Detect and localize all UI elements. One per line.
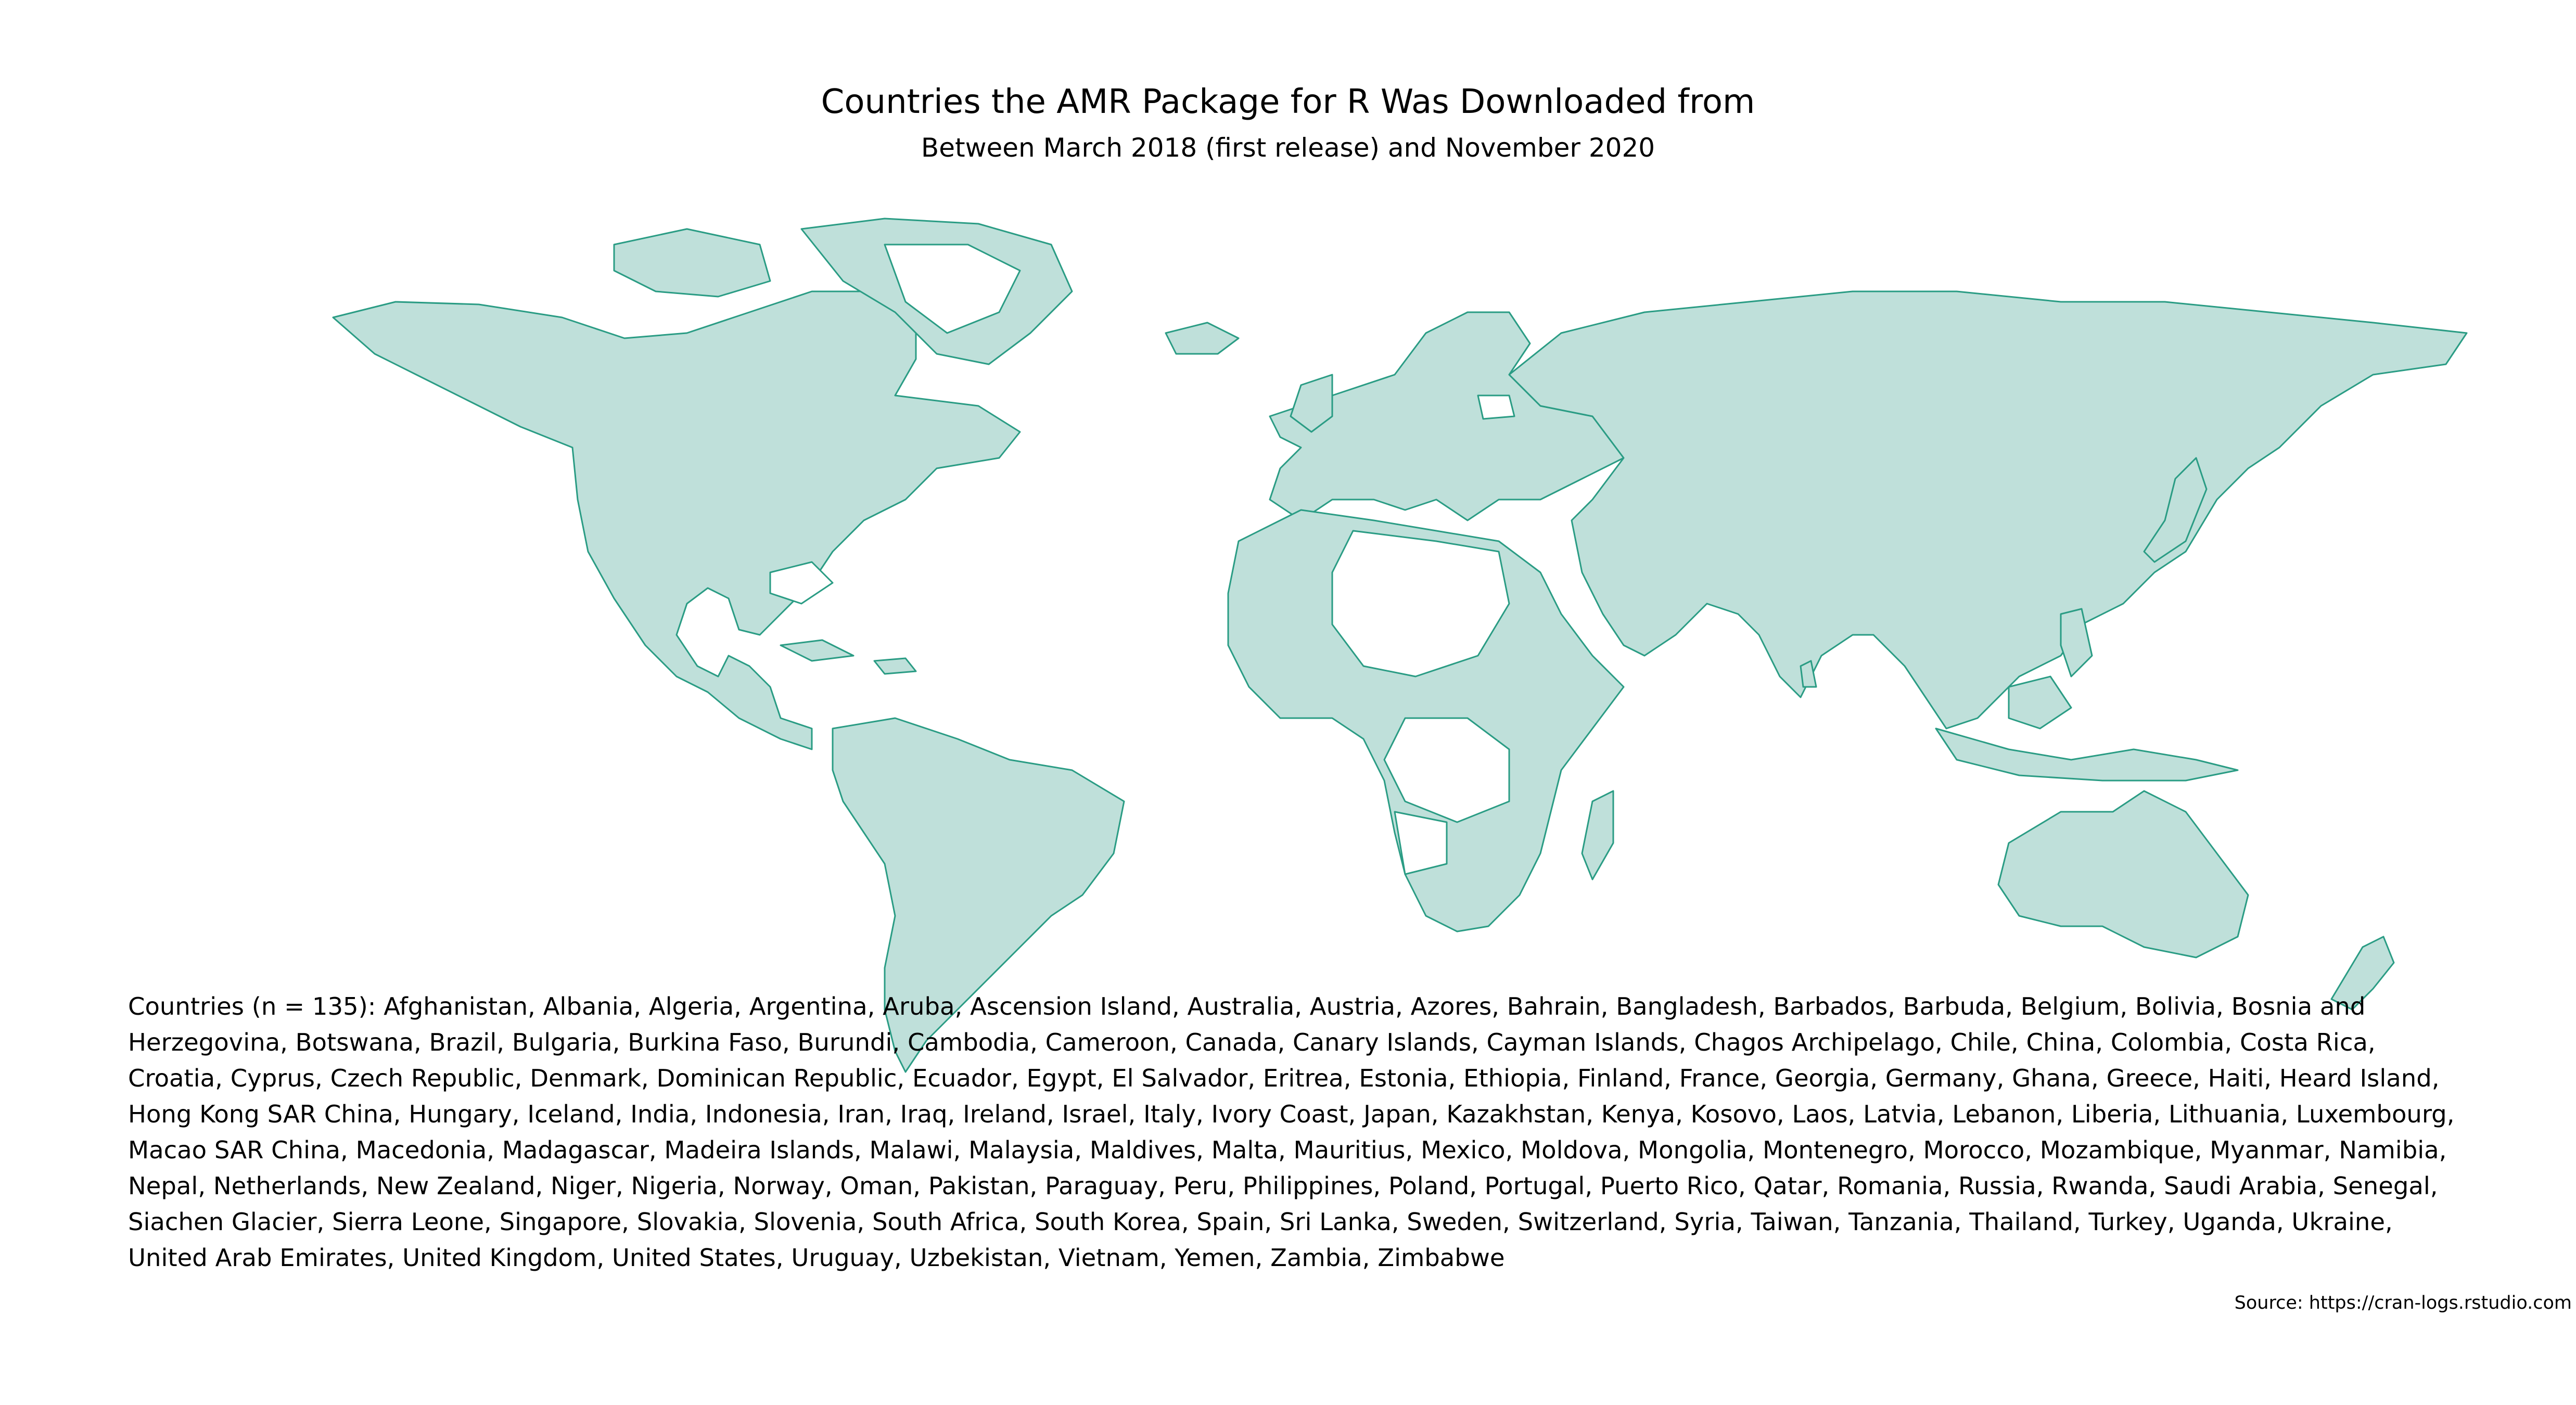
land-europe — [1269, 311, 1625, 521]
land-north-america — [332, 290, 1021, 750]
source-note: Source: https://cran-logs.rstudio.com — [2234, 1293, 2572, 1313]
map-title: Countries the AMR Package for R Was Down… — [821, 83, 1755, 121]
countries-caption: Countries (n = 135): Afghanistan, Albani… — [128, 992, 2455, 1272]
map-subtitle: Between March 2018 (first release) and N… — [921, 133, 1655, 163]
land-south-america — [832, 717, 1125, 1073]
land-unfilled-sahara — [1331, 530, 1510, 678]
land-arctic-islands — [613, 228, 771, 298]
land-hispaniola — [873, 657, 917, 675]
land-unfilled-central-africa — [1383, 717, 1510, 823]
land-madagascar — [1581, 790, 1614, 880]
land-philippines — [2060, 608, 2093, 678]
land-cuba — [780, 639, 855, 662]
land-unfilled-belarus — [1477, 394, 1515, 420]
non-download-regions — [769, 244, 1515, 875]
land-new-zealand — [2330, 936, 2395, 1011]
land-borneo — [2008, 675, 2072, 730]
land-unfilled-angola — [1394, 811, 1448, 875]
land-iceland — [1165, 322, 1240, 355]
land-japan — [2143, 457, 2208, 563]
land-uk — [1290, 374, 1333, 433]
land-australia — [1997, 790, 2249, 959]
land-unfilled-greenland-interior — [884, 244, 1021, 334]
land-indonesia — [1935, 727, 2239, 782]
land-sri-lanka — [1800, 660, 1817, 688]
land-asia — [1508, 290, 2468, 730]
land-unfilled-central-america — [769, 561, 834, 605]
